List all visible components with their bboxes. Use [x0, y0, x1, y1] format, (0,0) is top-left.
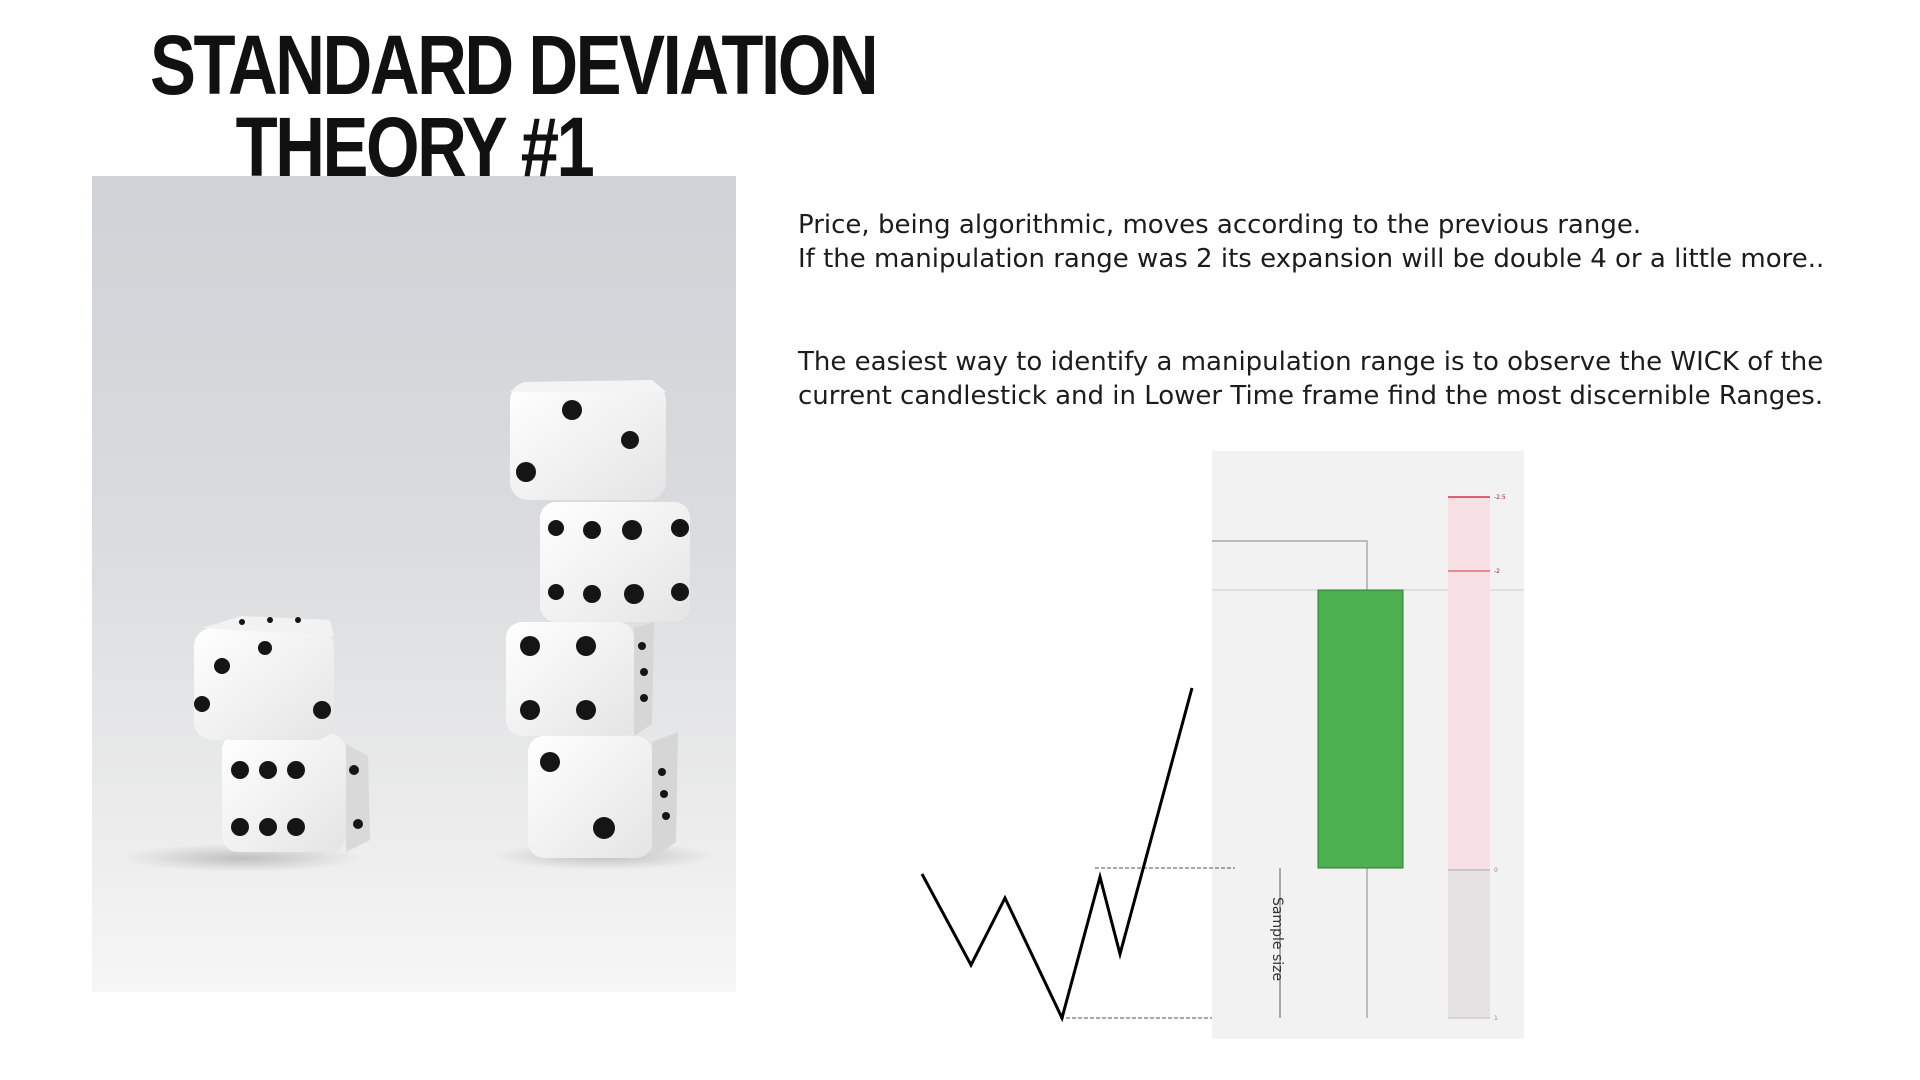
range-diagram-svg: -2.5 -2 0 1 Sample size: [920, 451, 1524, 1039]
sample-size-label: Sample size: [1269, 897, 1285, 981]
green-candle-body: [1317, 589, 1404, 869]
range-box-top: [1212, 540, 1368, 590]
die-right-4: [510, 380, 666, 500]
price-path-line: [920, 687, 1194, 1023]
deviation-band-lower: [1448, 870, 1490, 1018]
scale-label-minus-2: -2: [1494, 568, 1500, 575]
dice-illustration: [122, 380, 714, 872]
paragraph-range-expansion: Price, being algorithmic, moves accordin…: [798, 208, 1824, 276]
die-left-bottom: [222, 734, 370, 852]
paragraph-1-line-2: If the manipulation range was 2 its expa…: [798, 244, 1825, 274]
paragraph-identify-range: The easiest way to identify a manipulati…: [798, 345, 1823, 413]
range-diagram: -2.5 -2 0 1 Sample size: [900, 445, 1560, 1049]
die-left-top: [194, 616, 334, 740]
title-line-2: THEORY #1: [235, 100, 595, 194]
title-line-1: STANDARD DEVIATION: [149, 18, 879, 112]
deviation-band-upper: [1448, 497, 1490, 870]
page-title: STANDARD DEVIATION THEORY #1: [149, 18, 879, 194]
scale-label-minus-2-5: -2.5: [1494, 494, 1506, 501]
dice-photo: [92, 176, 736, 992]
die-right-2: [506, 622, 654, 736]
paragraph-2-line-2: current candlestick and in Lower Time fr…: [798, 381, 1824, 411]
paragraph-2-line-1: The easiest way to identify a manipulati…: [798, 347, 1824, 377]
die-right-1: [528, 732, 678, 858]
die-right-3: [540, 502, 690, 622]
scale-label-1: 1: [1494, 1015, 1498, 1022]
paragraph-1-line-1: Price, being algorithmic, moves accordin…: [798, 210, 1642, 240]
scale-label-0: 0: [1494, 867, 1498, 874]
